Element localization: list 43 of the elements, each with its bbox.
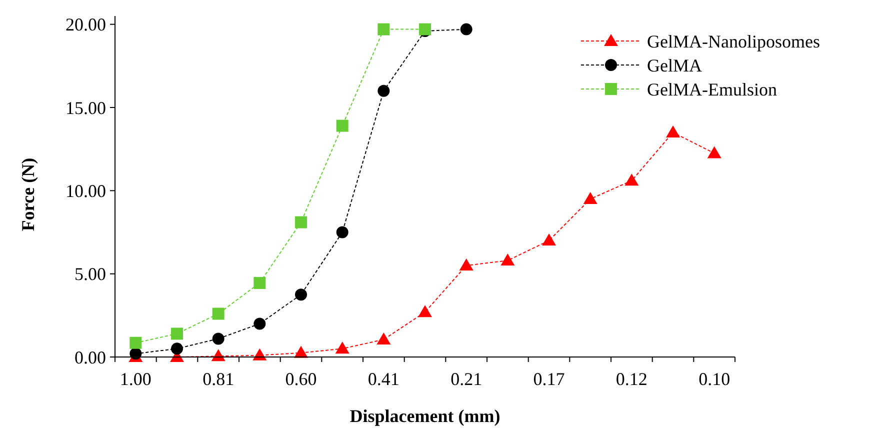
- y-tick-label: 5.00: [74, 264, 106, 284]
- point: [624, 174, 639, 186]
- x-tick-label: 0.81: [202, 369, 234, 389]
- x-tick-label: 0.21: [450, 369, 482, 389]
- point: [252, 348, 267, 360]
- x-tick-label: 0.12: [616, 369, 648, 389]
- point: [378, 23, 390, 36]
- point: [418, 305, 432, 318]
- y-tick-label: 10.00: [66, 180, 106, 201]
- legend-label: GelMA-Emulsion: [647, 79, 777, 100]
- point: [212, 308, 224, 320]
- x-tick-label: 0.41: [368, 369, 400, 389]
- y-axis-title: Force (N): [18, 158, 38, 232]
- x-tick-label: 0.60: [285, 369, 317, 389]
- x-tick-label: 1.00: [120, 369, 152, 389]
- point: [336, 226, 348, 238]
- x-axis-title: Displacement (mm): [350, 406, 500, 426]
- point: [335, 342, 350, 354]
- legend-label: GelMA: [647, 55, 702, 76]
- y-tick-label: 20.00: [66, 14, 106, 35]
- y-tick-label: 0.00: [74, 347, 106, 368]
- point: [130, 336, 142, 349]
- point: [542, 234, 556, 246]
- point: [666, 125, 680, 138]
- point: [212, 332, 224, 345]
- point: [254, 276, 266, 289]
- point: [254, 318, 266, 330]
- point: [707, 146, 722, 158]
- point: [460, 23, 472, 36]
- point: [459, 258, 474, 271]
- point: [336, 120, 348, 132]
- point: [295, 216, 307, 228]
- point: [583, 192, 598, 204]
- point: [295, 288, 307, 301]
- point: [378, 84, 390, 97]
- x-tick-label: 0.10: [698, 369, 730, 389]
- legend-label: GelMA-Nanoliposomes: [647, 31, 820, 52]
- point: [500, 254, 515, 266]
- point: [171, 328, 183, 340]
- point: [376, 332, 391, 345]
- y-tick-label: 15.00: [66, 98, 106, 118]
- x-tick-label: 0.17: [533, 369, 565, 389]
- point: [171, 342, 183, 355]
